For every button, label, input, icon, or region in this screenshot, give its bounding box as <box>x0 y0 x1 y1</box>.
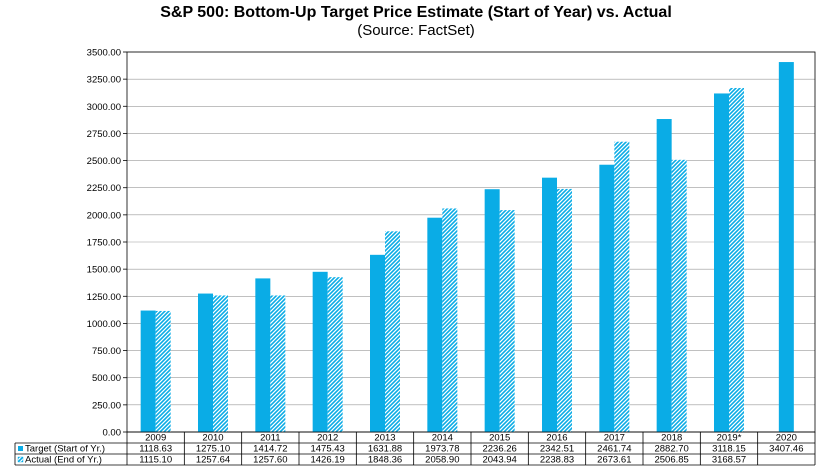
bar-actual <box>385 231 400 432</box>
x-category-label: 2018 <box>661 433 682 444</box>
bar-target <box>656 119 672 432</box>
bar-target <box>312 271 328 432</box>
chart-subtitle: (Source: FactSet) <box>357 22 475 39</box>
data-label: 1426.19 <box>310 455 344 466</box>
data-label: 2506.85 <box>654 455 688 466</box>
bar-actual <box>671 159 687 433</box>
data-label: 3407.46 <box>769 444 803 455</box>
data-label: 2238.83 <box>540 455 574 466</box>
data-label: 2342.51 <box>540 444 574 455</box>
x-category-label: 2009 <box>145 433 166 444</box>
bar-target <box>714 93 729 432</box>
y-tick-label: 3500.00 <box>87 48 121 59</box>
x-category-label: 2016 <box>546 433 567 444</box>
x-category-label: 2012 <box>317 433 338 444</box>
y-tick-label: 1250.00 <box>87 292 121 303</box>
x-category-label: 2015 <box>489 433 510 444</box>
x-category-label: 2010 <box>202 433 223 444</box>
bar-actual <box>729 87 744 432</box>
data-label: 1257.64 <box>196 455 230 466</box>
data-label: 1848.36 <box>368 455 402 466</box>
y-tick-label: 2000.00 <box>87 210 121 221</box>
data-label: 2882.70 <box>654 444 688 455</box>
bar-actual <box>557 188 572 432</box>
data-label: 3168.57 <box>712 455 746 466</box>
y-tick-label: 2250.00 <box>87 183 121 194</box>
bar-target <box>370 254 385 432</box>
data-label: 2236.26 <box>482 444 516 455</box>
bar-target <box>140 310 156 432</box>
bar-actual <box>499 210 515 432</box>
bar-actual <box>155 310 171 432</box>
bar-actual <box>213 295 228 432</box>
x-category-label: 2020 <box>776 433 797 444</box>
y-tick-label: 500.00 <box>92 373 121 384</box>
data-label: 1115.10 <box>139 455 172 466</box>
y-tick-label: 1000.00 <box>87 319 121 330</box>
bar-actual <box>270 295 286 432</box>
x-category-label: 2011 <box>260 433 280 444</box>
bar-actual <box>442 208 458 432</box>
legend-label: Target (Start of Yr.) <box>25 444 105 455</box>
bar-target <box>778 62 794 432</box>
bar-actual <box>327 277 343 432</box>
legend-key <box>18 446 23 451</box>
data-label: 1275.10 <box>196 444 230 455</box>
bar-target <box>599 164 615 432</box>
data-label: 1414.72 <box>253 444 287 455</box>
y-tick-label: 3250.00 <box>87 75 121 86</box>
y-tick-label: 1750.00 <box>87 238 121 249</box>
data-label: 1973.78 <box>425 444 459 455</box>
x-category-label: 2014 <box>432 433 453 444</box>
bar-target <box>484 189 500 432</box>
bar-target <box>427 217 443 432</box>
y-tick-label: 3000.00 <box>87 102 121 113</box>
x-category-label: 2019* <box>717 433 742 444</box>
bar-target <box>542 177 557 432</box>
bar-target <box>255 278 271 432</box>
data-label: 2058.90 <box>425 455 459 466</box>
y-tick-label: 0.00 <box>103 428 122 439</box>
data-label: 1631.88 <box>368 444 402 455</box>
data-label: 2043.94 <box>482 455 516 466</box>
y-tick-label: 750.00 <box>92 346 121 357</box>
data-label: 1257.60 <box>253 455 287 466</box>
y-tick-label: 2750.00 <box>87 129 121 140</box>
y-tick-label: 2500.00 <box>87 156 121 167</box>
data-label: 1118.63 <box>139 444 172 455</box>
y-tick-label: 1500.00 <box>87 265 121 276</box>
data-label: 1475.43 <box>310 444 344 455</box>
bar-target <box>198 293 213 432</box>
bar-actual <box>614 141 630 432</box>
x-category-label: 2017 <box>604 433 625 444</box>
data-label: 2673.61 <box>597 455 631 466</box>
data-label: 3118.15 <box>712 444 746 455</box>
chart-title: S&P 500: Bottom-Up Target Price Estimate… <box>160 4 672 21</box>
legend-label: Actual (End of Yr.) <box>25 455 102 466</box>
data-label: 2461.74 <box>597 444 631 455</box>
legend-key <box>17 456 24 463</box>
y-tick-label: 250.00 <box>92 400 121 411</box>
x-category-label: 2013 <box>374 433 395 444</box>
